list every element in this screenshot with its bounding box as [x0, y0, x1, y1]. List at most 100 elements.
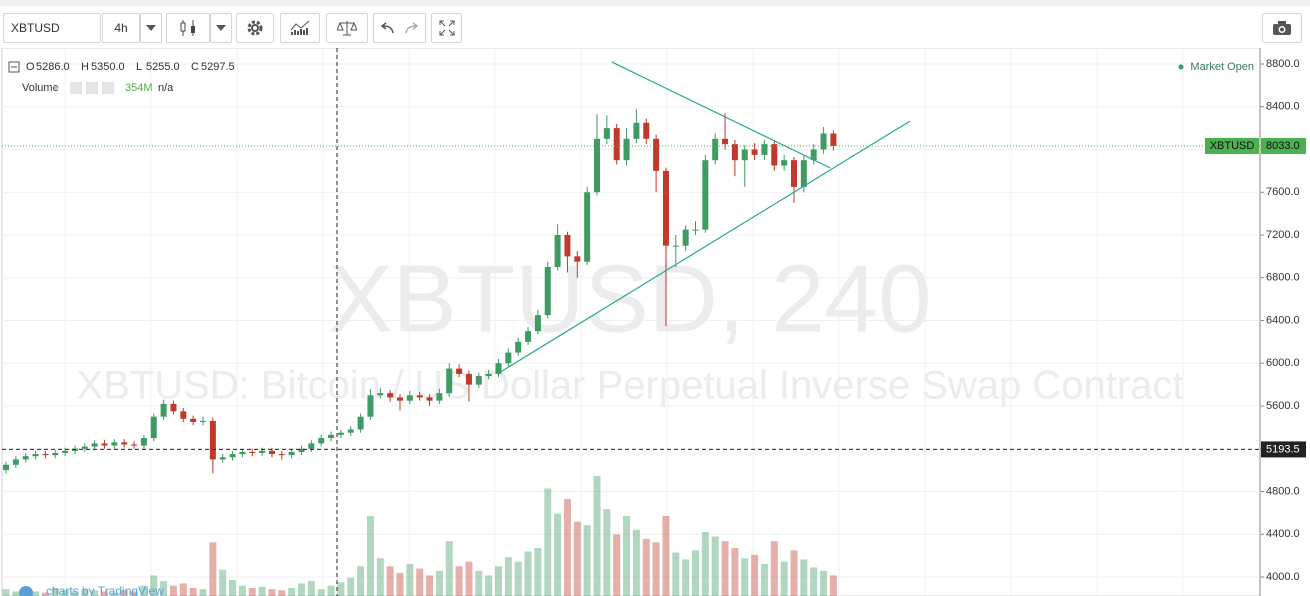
candle-body	[781, 160, 788, 166]
candle-body	[347, 429, 354, 433]
volume-bar	[169, 585, 177, 596]
volume-bar	[140, 585, 148, 596]
chart-style-dropdown[interactable]	[210, 13, 232, 43]
redo-icon	[405, 22, 419, 34]
undo-button[interactable]	[373, 13, 400, 43]
brand-logo	[19, 586, 33, 596]
volume-bar	[741, 558, 749, 596]
volume-bar	[445, 541, 453, 596]
ohlc-value: 5255.0	[146, 61, 180, 73]
candle-body	[170, 403, 177, 412]
candle-body	[830, 133, 837, 146]
candle-body	[712, 138, 719, 161]
candles-icon	[180, 20, 195, 36]
ohlc-key: C	[191, 61, 199, 73]
volume-bar	[406, 564, 414, 596]
volume-bar	[248, 588, 256, 596]
candle-body	[465, 373, 472, 385]
candle-body	[574, 256, 581, 262]
volume-bar	[199, 589, 207, 596]
candle-body	[505, 352, 512, 364]
volume-dropdown[interactable]	[53, 86, 59, 90]
candle-body	[406, 395, 413, 401]
candle-body	[446, 368, 453, 394]
volume-bar	[573, 521, 581, 596]
undo-icon	[380, 22, 394, 34]
market-status-dot	[1178, 64, 1184, 70]
volume-bar	[110, 592, 118, 596]
compare-button[interactable]	[326, 13, 368, 43]
volume-bar	[238, 585, 246, 596]
volume-bar	[416, 568, 424, 596]
volume-bar	[751, 554, 759, 596]
y-tick-label: 6400.0	[1266, 314, 1300, 326]
candle-body	[12, 459, 19, 465]
volume-bar	[810, 567, 818, 596]
candle-body	[475, 376, 482, 385]
volume-value: 354M	[125, 82, 153, 94]
candle-body	[298, 448, 305, 452]
candle-body	[692, 229, 699, 231]
candle-body	[544, 267, 551, 316]
volume-settings[interactable]	[86, 82, 98, 94]
candle-body	[219, 457, 226, 460]
volume-bar	[307, 581, 315, 596]
candle-body	[613, 128, 620, 161]
volume-bar	[2, 589, 10, 596]
volume-bar	[229, 580, 237, 596]
indicators-button[interactable]	[280, 13, 320, 43]
volume-bar	[150, 575, 158, 596]
volume-bar	[41, 592, 49, 596]
volume-bar	[386, 566, 394, 596]
settings-button[interactable]	[236, 13, 274, 43]
y-tick-label: 5600.0	[1266, 400, 1300, 412]
candle-body	[584, 192, 591, 262]
volume-bar	[800, 559, 808, 596]
interval-button[interactable]: 4h	[102, 13, 140, 43]
volume-bar	[780, 561, 788, 596]
volume-bar	[81, 589, 89, 596]
symbol-input[interactable]: XBTUSD	[3, 13, 101, 43]
volume-visibility[interactable]	[70, 82, 82, 94]
candle-body	[515, 341, 522, 353]
chart: XBTUSD, 240 XBTUSD: Bitcoin / US Dollar …	[1, 48, 1306, 596]
candle-body	[731, 144, 738, 161]
candle-body	[111, 442, 118, 446]
volume-bar	[337, 582, 345, 596]
volume-bar	[12, 591, 20, 596]
volume-bar	[593, 476, 601, 596]
candle-body	[318, 438, 325, 444]
volume-bar	[209, 542, 217, 596]
ohlc-key: O	[26, 61, 35, 73]
plot-area	[1, 48, 1261, 596]
chart-style-button[interactable]	[166, 13, 210, 43]
volume-bar	[101, 591, 108, 596]
fullscreen-button[interactable]	[431, 13, 462, 43]
candle-body	[308, 443, 315, 449]
volume-bar	[672, 552, 680, 596]
scales-icon	[337, 21, 357, 36]
candle-body	[140, 438, 147, 446]
candle-body	[101, 443, 108, 446]
candle-body	[643, 122, 650, 139]
y-tick-label: 6000.0	[1266, 357, 1300, 369]
redo-button[interactable]	[399, 13, 426, 43]
candle-body	[278, 454, 285, 456]
volume-bar	[711, 536, 719, 596]
branding[interactable]: charts by TradingView	[46, 584, 164, 596]
volume-bar	[61, 590, 69, 596]
crosshair-label: 5193.5	[1266, 443, 1300, 455]
candle-body	[436, 393, 443, 401]
volume-label: Volume	[22, 82, 59, 94]
arrow-icon	[216, 25, 226, 31]
snapshot-button[interactable]	[1262, 13, 1302, 43]
volume-bar	[475, 570, 483, 596]
volume-remove[interactable]	[102, 82, 114, 94]
interval-dropdown[interactable]	[140, 13, 162, 43]
volume-bar	[298, 583, 305, 596]
candle-body	[810, 149, 817, 161]
candle-body	[702, 160, 709, 230]
candle-body	[791, 160, 797, 187]
volume-bar	[219, 569, 227, 596]
candle-body	[653, 138, 660, 171]
